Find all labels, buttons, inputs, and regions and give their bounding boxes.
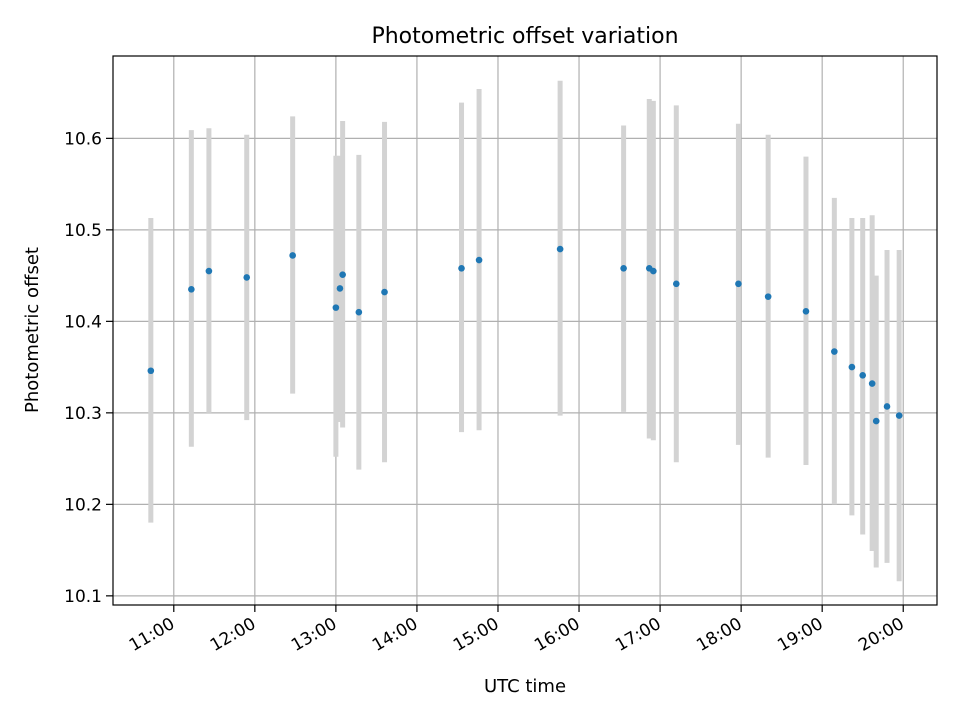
- data-point: [735, 280, 742, 288]
- y-tick-label: 10.3: [64, 404, 102, 424]
- data-point: [672, 280, 680, 288]
- y-tick-label: 10.4: [64, 312, 102, 332]
- grid: [113, 56, 937, 605]
- y-tick-label: 10.2: [64, 495, 102, 515]
- data-point: [895, 412, 903, 419]
- data-point: [289, 252, 296, 259]
- data-point: [475, 256, 483, 264]
- data-point: [848, 363, 856, 371]
- data-point: [620, 264, 627, 272]
- y-tick-label: 10.1: [64, 587, 102, 607]
- data-point: [147, 367, 155, 375]
- data-point: [243, 274, 251, 281]
- data-point: [339, 271, 346, 278]
- data-point: [650, 267, 657, 275]
- plot-frame: [112, 55, 938, 606]
- data-point: [883, 403, 891, 410]
- data-point: [831, 348, 838, 355]
- data-point: [458, 264, 465, 272]
- data-point: [381, 288, 388, 296]
- y-tick-label: 10.5: [64, 221, 102, 241]
- data-point: [355, 308, 363, 316]
- data-point: [332, 304, 340, 311]
- data-points: [147, 245, 903, 425]
- data-point: [872, 417, 880, 425]
- data-point: [188, 286, 195, 293]
- y-axis-label: Photometric offset: [22, 247, 43, 413]
- data-point: [868, 380, 876, 387]
- data-point: [205, 267, 213, 275]
- data-point: [802, 307, 810, 315]
- y-axis-ticks: 10.1 10.2 10.3 10.4 10.5 10.6: [64, 129, 113, 607]
- data-point: [336, 285, 344, 292]
- data-point: [859, 372, 867, 379]
- y-tick-label: 10.6: [64, 129, 102, 149]
- x-axis-label: UTC time: [484, 676, 566, 697]
- data-point: [556, 245, 564, 253]
- data-point: [764, 293, 772, 300]
- chart-title: Photometric offset variation: [371, 24, 678, 49]
